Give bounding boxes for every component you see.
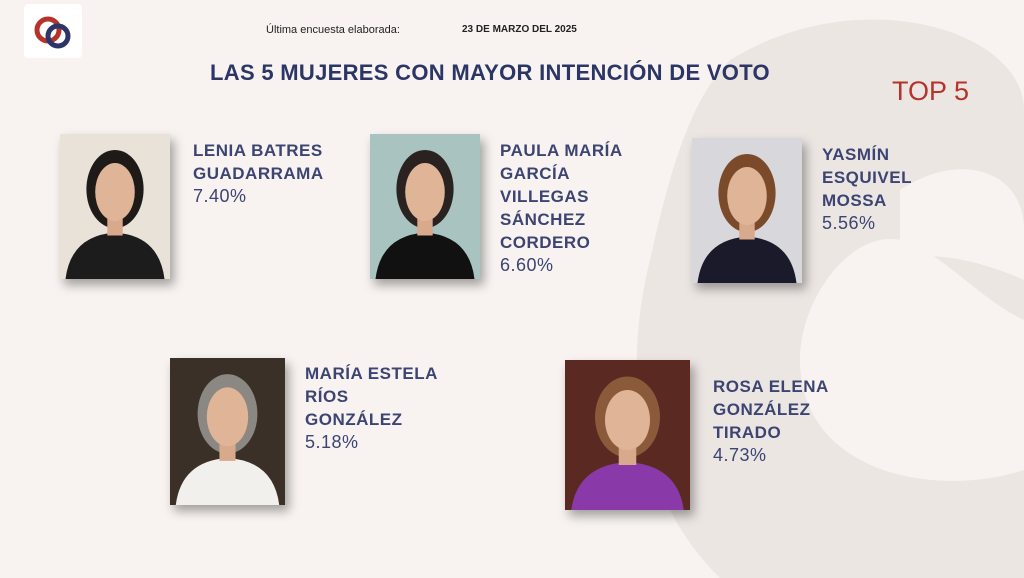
candidate-text: LENIA BATRES GUADARRAMA 7.40% [193,139,324,208]
candidate-name-line: MARÍA ESTELA [305,364,438,383]
candidate-name-line: PAULA MARÍA [500,141,623,160]
title: LAS 5 MUJERES CON MAYOR INTENCIÓN DE VOT… [210,60,770,85]
candidate-percent: 6.60% [500,255,554,275]
candidate-name-line: VILLEGAS [500,187,590,206]
candidate-name-line: TIRADO [713,423,782,442]
candidate-name-line: GONZÁLEZ [305,410,403,429]
candidate-photo [370,134,480,279]
candidate-name-line: ESQUIVEL [822,168,912,187]
logo [34,16,71,49]
portrait [375,149,475,279]
candidate-percent: 5.18% [305,432,359,452]
candidate-text: YASMÍN ESQUIVEL MOSSA 5.56% [822,143,912,235]
candidate-percent: 5.56% [822,213,876,233]
candidate-name-line: GARCÍA [500,164,571,183]
candidate-text: MARÍA ESTELA RÍOS GONZÁLEZ 5.18% [305,362,438,454]
candidate-name-line: ROSA ELENA [713,377,829,396]
candidate-name-line: GONZÁLEZ [713,400,811,419]
candidate-photo [60,134,170,279]
candidate-name-line: SÁNCHEZ [500,210,586,229]
candidate-percent: 4.73% [713,445,767,465]
candidate-name-line: YASMÍN [822,145,890,164]
top-badge: TOP 5 [892,76,970,106]
portrait [65,149,165,279]
logo-box [24,4,82,58]
portrait [175,374,280,505]
portrait [571,376,684,510]
candidate-photo [170,358,285,505]
candidate-name-line: CORDERO [500,233,591,252]
candidate-percent: 7.40% [193,186,247,206]
survey-date: 23 DE MARZO DEL 2025 [462,24,577,35]
portrait [697,153,797,283]
survey-label: Última encuesta elaborada: [266,24,400,36]
candidate-photo [565,360,690,510]
candidate-photo [692,138,802,283]
candidate-name-line: MOSSA [822,191,887,210]
candidate-name-line: LENIA BATRES [193,141,323,160]
candidate-name-line: RÍOS [305,387,349,406]
candidate-text: ROSA ELENA GONZÁLEZ TIRADO 4.73% [713,375,829,467]
candidate-text: PAULA MARÍA GARCÍA VILLEGAS SÁNCHEZ CORDERO 6… [500,139,623,277]
candidate-name-line: GUADARRAMA [193,164,324,183]
